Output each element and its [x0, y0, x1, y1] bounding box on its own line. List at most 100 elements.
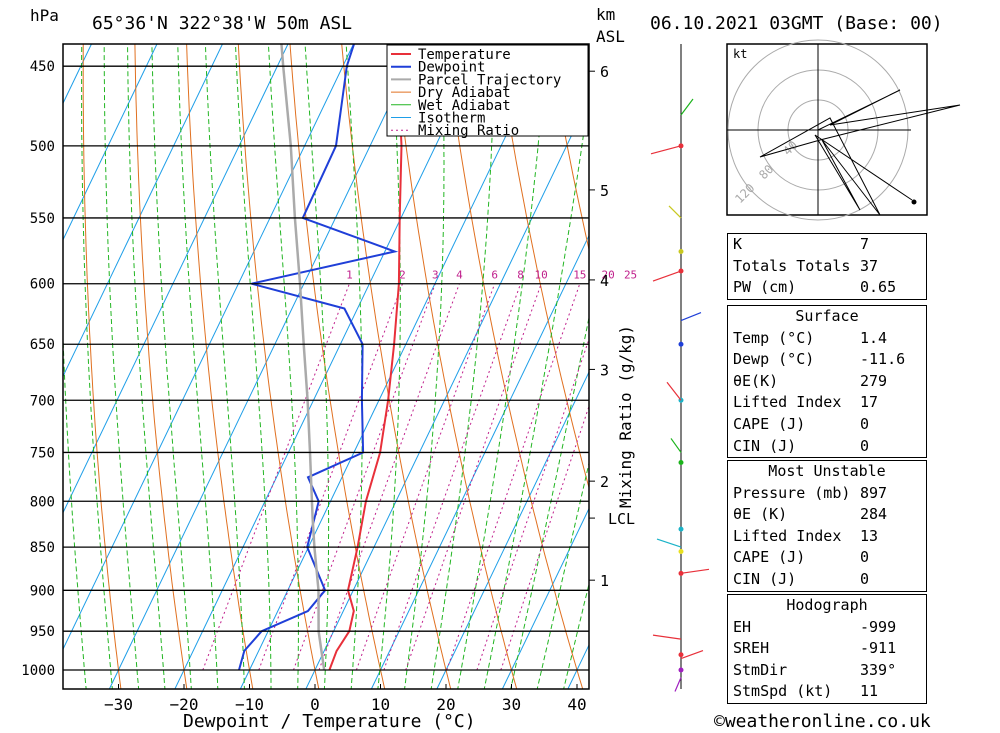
isotherm-line — [108, 44, 420, 689]
isotherm-line — [63, 44, 223, 378]
hodograph-table-title: Hodograph — [786, 596, 868, 614]
surface-li-label: Lifted Index — [733, 393, 842, 412]
totals-totals-label: Totals Totals — [733, 256, 851, 275]
totals-totals-value: 37 — [860, 256, 879, 275]
legend-entry: Mixing Ratio — [418, 123, 519, 139]
isotherm-line — [239, 44, 551, 689]
mixing-ratio-tick-label: 15 — [573, 269, 586, 282]
wind-profile-column — [650, 44, 710, 692]
wind-barb — [656, 538, 682, 548]
legend-entry: Parcel Trajectory — [418, 72, 561, 88]
legend-entry: Dewpoint — [418, 60, 485, 76]
height-tick-label: 2 — [600, 473, 609, 491]
mu-cape-label: CAPE (J) — [733, 548, 806, 567]
most-unstable-title: Most Unstable — [768, 462, 886, 480]
km-unit-label: km — [596, 5, 615, 24]
wet-adiabat-line — [483, 92, 589, 689]
isotherm-line — [0, 44, 26, 689]
dry-adiabat-line — [966, 0, 1000, 707]
pw-value: 0.65 — [860, 278, 897, 297]
wind-barb — [668, 205, 682, 219]
mixing-ratio-axis-label: Mixing Ratio (g/kg) — [616, 325, 635, 508]
pressure-tick-label: 900 — [30, 583, 55, 599]
location-label: 65°36'N 322°38'W 50m ASL — [92, 13, 352, 34]
x-tick-label: 30 — [502, 695, 521, 714]
wind-barb — [666, 381, 682, 401]
dry-adiabat-line — [237, 44, 320, 689]
wet-adiabat-line — [536, 461, 589, 689]
mu-pressure-value: 897 — [860, 483, 888, 502]
wind-barb — [680, 98, 694, 116]
hpa-unit-label: hPa — [30, 6, 59, 25]
wet-adiabat-line — [430, 44, 495, 689]
isotherm-line — [63, 44, 289, 514]
datetime-label: 06.10.2021 03GMT (Base: 00) — [650, 13, 943, 34]
mu-thetae-value: 284 — [860, 505, 888, 524]
wet-adiabat-line — [81, 44, 113, 689]
height-tick-label: 6 — [600, 63, 609, 81]
surface-cape-value: 0 — [860, 414, 870, 433]
plot-frame — [62, 43, 590, 690]
mixing-ratio-tick-label: 6 — [491, 269, 498, 282]
eh-label: EH — [733, 617, 752, 636]
wind-barb — [680, 568, 710, 574]
pressure-tick-label: 700 — [30, 393, 55, 409]
mu-cape-value: 0 — [860, 548, 870, 567]
hodograph-unit-label: kt — [733, 47, 747, 61]
wet-adiabat-line — [151, 44, 192, 689]
legend-entry: Dry Adiabat — [418, 85, 511, 101]
pressure-tick-label: 500 — [30, 139, 55, 155]
surface-thetae-label: θE(K) — [733, 371, 779, 390]
surface-title: Surface — [795, 307, 859, 325]
surface-temp-label: Temp (°C) — [733, 328, 815, 347]
mixing-ratio-line — [500, 404, 589, 671]
wind-level-dot — [678, 667, 684, 673]
stmdir-label: StmDir — [733, 660, 788, 679]
dry-adiabat-line — [496, 44, 589, 490]
k-index-value: 7 — [860, 235, 870, 253]
mixing-ratio-line — [258, 283, 403, 671]
surface-cin-value: 0 — [860, 436, 870, 455]
surface-dewp-value: -11.6 — [860, 350, 906, 369]
pressure-tick-label: 750 — [30, 445, 55, 461]
wind-level-dot — [678, 341, 684, 347]
surface-cape-label: CAPE (J) — [733, 414, 806, 433]
wind-level-dot — [678, 249, 684, 255]
mixing-ratio-line — [318, 283, 460, 671]
pressure-tick-label: 850 — [30, 540, 55, 556]
wet-adiabat-line — [234, 44, 272, 689]
mixing-ratio-tick-label: 1 — [346, 269, 353, 282]
pressure-tick-label: 1000 — [21, 663, 55, 679]
mixing-ratio-tick-label: 2 — [399, 269, 406, 282]
stmdir-value: 339° — [860, 660, 897, 679]
isotherm-line — [63, 44, 354, 651]
wind-barb — [680, 312, 702, 322]
isotherm-line — [305, 98, 589, 689]
mixing-ratio-line — [293, 283, 436, 671]
wind-level-dot — [678, 549, 684, 555]
x-tick-label: 0 — [310, 695, 320, 714]
wet-adiabat-line — [103, 44, 140, 689]
legend-entry: Isotherm — [418, 111, 485, 127]
mu-cin-value: 0 — [860, 569, 870, 588]
height-tick-label: 1 — [600, 572, 609, 590]
wet-adiabat-line — [204, 44, 245, 689]
surface-li-value: 17 — [860, 393, 879, 412]
mixing-ratio-line — [446, 283, 581, 671]
surface-thetae-value: 279 — [860, 371, 888, 390]
indices-panel: K 7 Totals Totals 37 PW (cm) 0.65 — [727, 233, 927, 300]
wet-adiabat-line — [177, 44, 219, 689]
dry-adiabat-line — [82, 44, 122, 689]
mixing-ratio-line — [405, 283, 542, 671]
dry-adiabat-line — [341, 44, 452, 689]
wind-barb — [650, 145, 682, 155]
wind-barb — [652, 270, 682, 282]
dry-adiabat-line — [289, 44, 386, 689]
mixing-ratio-line — [355, 283, 496, 671]
wet-adiabat-line — [37, 0, 62, 707]
wind-level-dot — [678, 652, 684, 658]
wet-adiabat-line — [63, 324, 87, 689]
stmspd-value: 11 — [860, 682, 879, 701]
pw-label: PW (cm) — [733, 278, 797, 297]
